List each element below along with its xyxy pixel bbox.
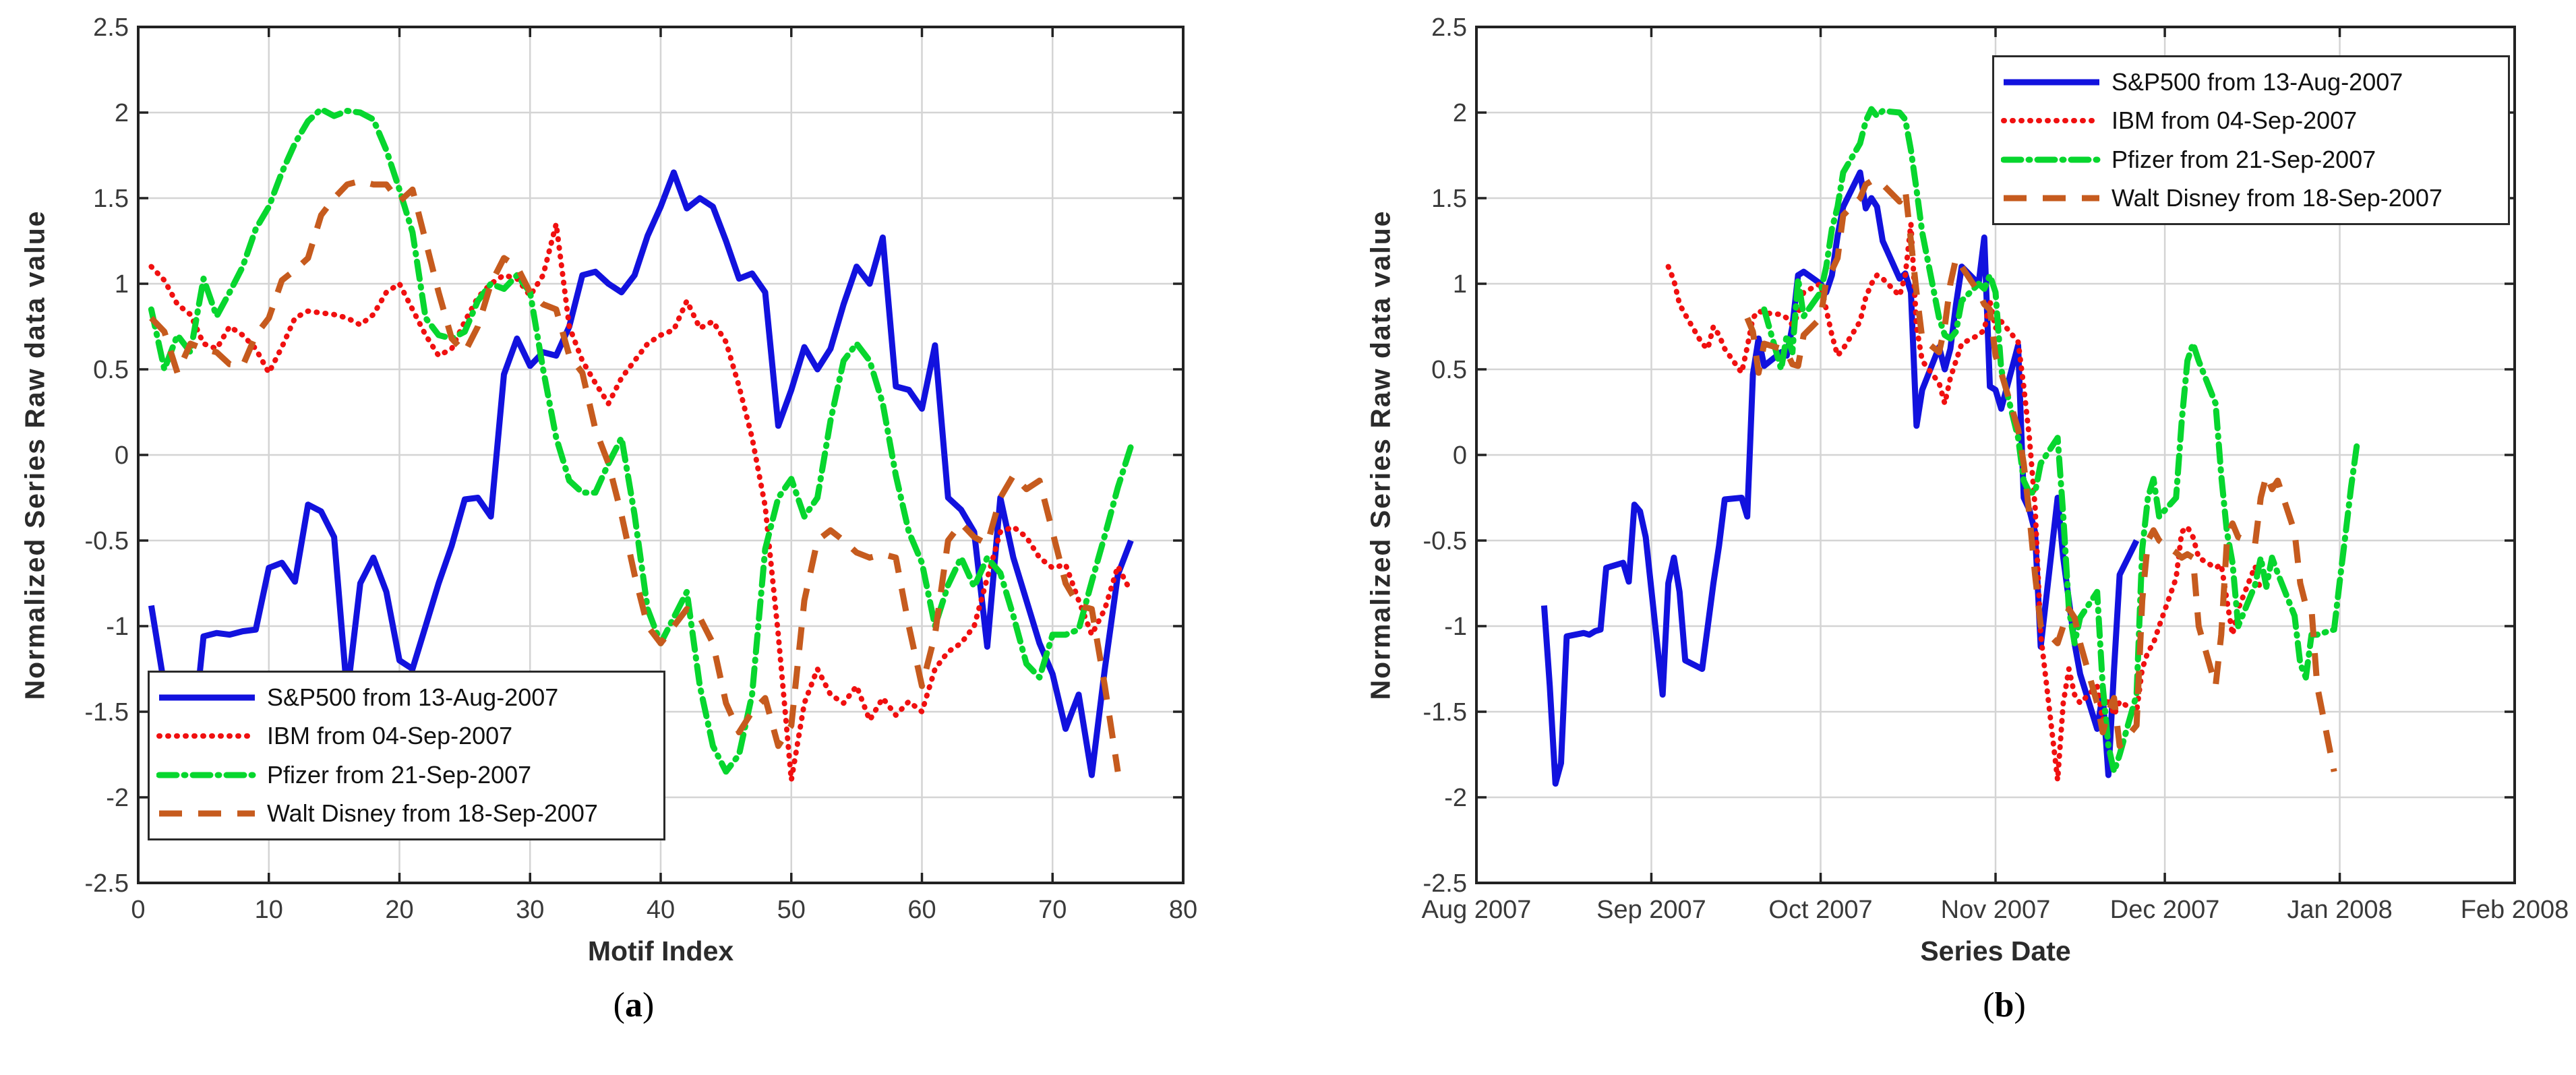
svg-text:Feb 2008: Feb 2008 <box>2461 896 2569 924</box>
svg-text:Aug 2007: Aug 2007 <box>1422 896 1532 924</box>
svg-text:0.5: 0.5 <box>1431 356 1467 384</box>
svg-text:0: 0 <box>115 441 129 470</box>
series-line-walt-disney-chart-a <box>149 178 1121 772</box>
svg-text:70: 70 <box>1038 896 1067 924</box>
svg-text:1.5: 1.5 <box>93 185 129 213</box>
svg-text:2.5: 2.5 <box>1431 13 1467 42</box>
legend-label: Pfizer from 21-Sep-2007 <box>2111 145 2376 173</box>
caption-a-letter: a <box>625 986 642 1024</box>
svg-text:-0.5: -0.5 <box>85 527 129 555</box>
legend-line-sample-dotted <box>156 733 258 739</box>
chart-a-legend: S&P500 from 13-Aug-2007 IBM from 04-Sep-2… <box>148 671 665 840</box>
svg-text:2: 2 <box>1453 99 1467 127</box>
legend-line-sample-dotted <box>2001 118 2102 124</box>
chart-b-series <box>1540 106 2360 787</box>
legend-item-pfizer: Pfizer from 21-Sep-2007 <box>2001 146 2501 174</box>
chart-b-ylabel: Normalized Series Raw data value <box>1365 210 1396 700</box>
caption-a-open: ( <box>613 986 625 1024</box>
legend-item-ibm: IBM from 04-Sep-2007 <box>2001 106 2501 135</box>
legend-line-sample-solid <box>159 694 255 701</box>
svg-text:0.5: 0.5 <box>93 356 129 384</box>
legend-item-walt-disney: Walt Disney from 18-Sep-2007 <box>156 799 657 828</box>
caption-a-close: ) <box>642 986 655 1024</box>
svg-text:0: 0 <box>131 896 145 924</box>
chart-b-caption: (b) <box>1983 985 2026 1025</box>
svg-text:1.5: 1.5 <box>1431 185 1467 213</box>
legend-line-sample-dash-dot <box>2001 156 2102 163</box>
caption-b-letter: b <box>1994 986 2014 1024</box>
legend-label: Walt Disney from 18-Sep-2007 <box>2111 184 2443 212</box>
chart-b-xlabel: Series Date <box>1920 935 2071 966</box>
svg-text:-1.5: -1.5 <box>85 698 129 727</box>
legend-item-s-p500: S&P500 from 13-Aug-2007 <box>2001 68 2501 96</box>
series-line-ibm-chart-a <box>148 221 1134 783</box>
legend-item-pfizer: Pfizer from 21-Sep-2007 <box>156 761 657 789</box>
legend-label: IBM from 04-Sep-2007 <box>267 722 513 750</box>
svg-text:Oct 2007: Oct 2007 <box>1768 896 1872 924</box>
chart-a-tick-marks <box>137 26 1185 884</box>
svg-text:Nov 2007: Nov 2007 <box>1941 896 2051 924</box>
svg-text:-2.5: -2.5 <box>1423 869 1467 898</box>
legend-item-ibm: IBM from 04-Sep-2007 <box>156 722 657 750</box>
svg-text:80: 80 <box>1169 896 1197 924</box>
svg-text:-2: -2 <box>1444 784 1467 812</box>
chart-a-caption: (a) <box>613 985 655 1025</box>
legend-item-s-p500: S&P500 from 13-Aug-2007 <box>156 683 657 712</box>
svg-text:30: 30 <box>516 896 544 924</box>
svg-text:50: 50 <box>777 896 806 924</box>
svg-text:Sep 2007: Sep 2007 <box>1596 896 1706 924</box>
legend-line-sample-solid <box>2004 79 2099 86</box>
chart-a-xlabel: Motif Index <box>587 935 734 966</box>
svg-text:20: 20 <box>385 896 413 924</box>
series-line-pfizer-chart-a <box>148 106 1134 775</box>
caption-b-close: ) <box>2014 986 2026 1024</box>
svg-text:1: 1 <box>115 270 129 299</box>
series-line-walt-disney-chart-b <box>1744 178 2337 772</box>
legend-label: S&P500 from 13-Aug-2007 <box>267 683 559 711</box>
series-line-s-p500-chart-a <box>148 169 1134 787</box>
chart-a-plot-area: 2.521.510.50-0.5-1-1.5-2-2.50 10 20 30 40 50 6… <box>85 13 1198 924</box>
legend-label: Walt Disney from 18-Sep-2007 <box>267 799 598 828</box>
series-line-ibm-chart-b <box>1665 221 2264 783</box>
svg-text:Jan 2008: Jan 2008 <box>2287 896 2392 924</box>
chart-a-series <box>148 106 1134 787</box>
legend-line-sample-dashed <box>2004 195 2099 202</box>
chart-a-ylabel: Normalized Series Raw data value <box>19 210 51 700</box>
svg-text:10: 10 <box>255 896 283 924</box>
legend-item-walt-disney: Walt Disney from 18-Sep-2007 <box>2001 184 2501 212</box>
legend-line-sample-dash-dot <box>156 772 258 778</box>
svg-text:-1: -1 <box>106 613 129 641</box>
chart-b-legend: S&P500 from 13-Aug-2007 IBM from 04-Sep-2… <box>1992 55 2510 225</box>
svg-text:60: 60 <box>907 896 936 924</box>
svg-text:Dec 2007: Dec 2007 <box>2110 896 2220 924</box>
chart-a-tick-labels: 2.521.510.50-0.5-1-1.5-2-2.50 10 20 30 40 50 6… <box>85 13 1198 924</box>
svg-text:-2: -2 <box>106 784 129 812</box>
legend-label: S&P500 from 13-Aug-2007 <box>2111 67 2403 96</box>
series-line-s-p500-chart-b <box>1540 169 2140 787</box>
svg-text:-1: -1 <box>1444 613 1467 641</box>
svg-text:2: 2 <box>115 99 129 127</box>
svg-text:-1.5: -1.5 <box>1423 698 1467 727</box>
svg-text:2.5: 2.5 <box>93 13 129 42</box>
legend-label: Pfizer from 21-Sep-2007 <box>267 760 532 789</box>
legend-line-sample-dashed <box>159 810 255 817</box>
legend-label: IBM from 04-Sep-2007 <box>2111 106 2358 135</box>
series-line-pfizer-chart-b <box>1761 106 2360 775</box>
svg-text:40: 40 <box>647 896 675 924</box>
svg-text:0: 0 <box>1453 441 1467 470</box>
caption-b-open: ( <box>1983 986 1995 1024</box>
svg-text:-0.5: -0.5 <box>1423 527 1467 555</box>
svg-text:1: 1 <box>1453 270 1467 299</box>
svg-text:-2.5: -2.5 <box>85 869 129 898</box>
